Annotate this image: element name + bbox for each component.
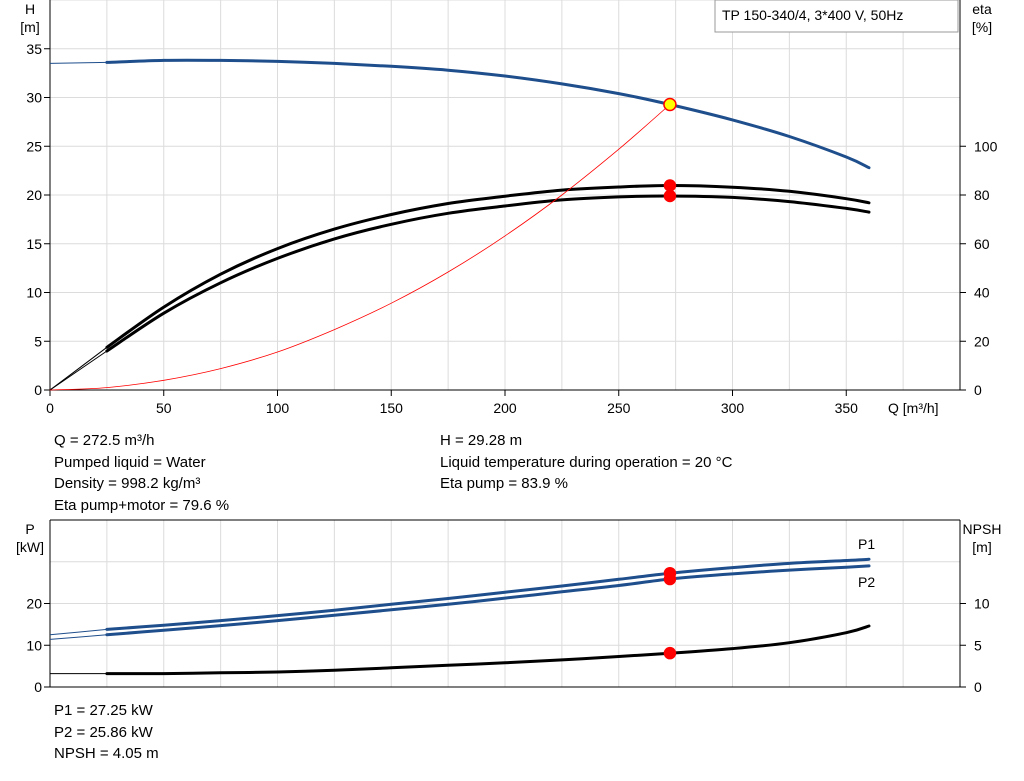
x-tick-label: 350 xyxy=(835,400,859,416)
series-line xyxy=(105,557,871,631)
npsh-value: NPSH = 4.05 m xyxy=(54,745,159,762)
y-axis-unit: [m] xyxy=(20,19,39,35)
x-axis-title: Q [m³/h] xyxy=(888,400,939,416)
y-tick-label: 10 xyxy=(26,637,42,653)
x-tick-label: 150 xyxy=(380,400,404,416)
x-tick-label: 250 xyxy=(607,400,631,416)
y-tick-label: 80 xyxy=(974,187,990,203)
series-label: P2 xyxy=(858,574,875,590)
series-line xyxy=(105,624,871,676)
flow-value: Q = 272.5 m³/h xyxy=(54,432,155,449)
series-line-start xyxy=(49,628,107,636)
operating-info-right: H = 29.28 m Liquid temperature during op… xyxy=(440,430,732,495)
head-value: H = 29.28 m xyxy=(440,432,523,449)
y-axis-title: H xyxy=(25,1,35,17)
density-value: Density = 998.2 kg/m³ xyxy=(54,475,201,492)
power-info: P1 = 27.25 kW P2 = 25.86 kW NPSH = 4.05 … xyxy=(54,700,159,765)
operating-point xyxy=(663,179,677,192)
operating-point xyxy=(663,646,677,660)
series-label: P1 xyxy=(858,536,875,552)
chart-title: TP 150-340/4, 3*400 V, 50Hz xyxy=(722,7,903,23)
x-tick-label: 0 xyxy=(46,400,54,416)
y-axis-unit: [kW] xyxy=(16,539,44,555)
y-tick-label: 30 xyxy=(26,90,42,106)
pumped-liquid-value: Pumped liquid = Water xyxy=(54,453,206,471)
eta-pump-value: Eta pump = 83.9 % xyxy=(440,475,568,492)
x-tick-label: 100 xyxy=(266,400,290,416)
x-tick-label: 200 xyxy=(493,400,517,416)
operating-point xyxy=(663,97,677,112)
y-tick-label: 20 xyxy=(26,187,42,203)
y-tick-label: 60 xyxy=(974,236,990,252)
y-tick-label: 100 xyxy=(974,138,998,154)
operating-point xyxy=(663,572,677,586)
x-tick-label: 50 xyxy=(156,400,172,416)
series-line-start xyxy=(49,634,107,640)
y-tick-label: 40 xyxy=(974,285,990,301)
y-tick-label: 20 xyxy=(26,596,42,612)
series-line-start xyxy=(49,350,108,391)
chart-title-box xyxy=(714,0,959,33)
y-tick-label: 5 xyxy=(34,333,42,349)
y-tick-label: 0 xyxy=(974,382,982,398)
y-tick-label: 10 xyxy=(26,285,42,301)
y-tick-label: 20 xyxy=(974,333,990,349)
operating-info-left: Q = 272.5 m³/h Pumped liquid = Water Den… xyxy=(54,430,229,516)
liquid-temperature-value: Liquid temperature during operation = 20… xyxy=(440,453,733,471)
y-tick-label: 15 xyxy=(26,236,42,252)
eta-pump-motor-value: Eta pump+motor = 79.6 % xyxy=(54,496,230,514)
p2-value: P2 = 25.86 kW xyxy=(54,723,153,741)
y-tick-label: 35 xyxy=(26,41,42,57)
y-tick-label: 10 xyxy=(974,596,990,612)
y-axis-title: P xyxy=(25,521,34,537)
operating-point xyxy=(663,189,677,203)
series-line xyxy=(105,183,871,349)
y-axis-title: NPSH xyxy=(963,521,1002,537)
y-axis-unit: [%] xyxy=(972,19,992,35)
p1-value: P1 = 27.25 kW xyxy=(54,702,153,719)
y-axis-unit: [m] xyxy=(972,539,991,555)
y-tick-label: 0 xyxy=(34,679,42,695)
series-line xyxy=(49,104,671,391)
y-tick-label: 0 xyxy=(34,382,42,398)
series-line xyxy=(105,194,871,353)
series-line xyxy=(105,58,871,170)
y-tick-label: 0 xyxy=(974,679,982,695)
series-line-start xyxy=(49,61,107,64)
y-tick-label: 25 xyxy=(26,138,42,154)
y-axis-title: eta xyxy=(972,1,992,17)
x-tick-label: 300 xyxy=(721,400,745,416)
series-line xyxy=(105,564,871,637)
y-tick-label: 5 xyxy=(974,637,982,653)
